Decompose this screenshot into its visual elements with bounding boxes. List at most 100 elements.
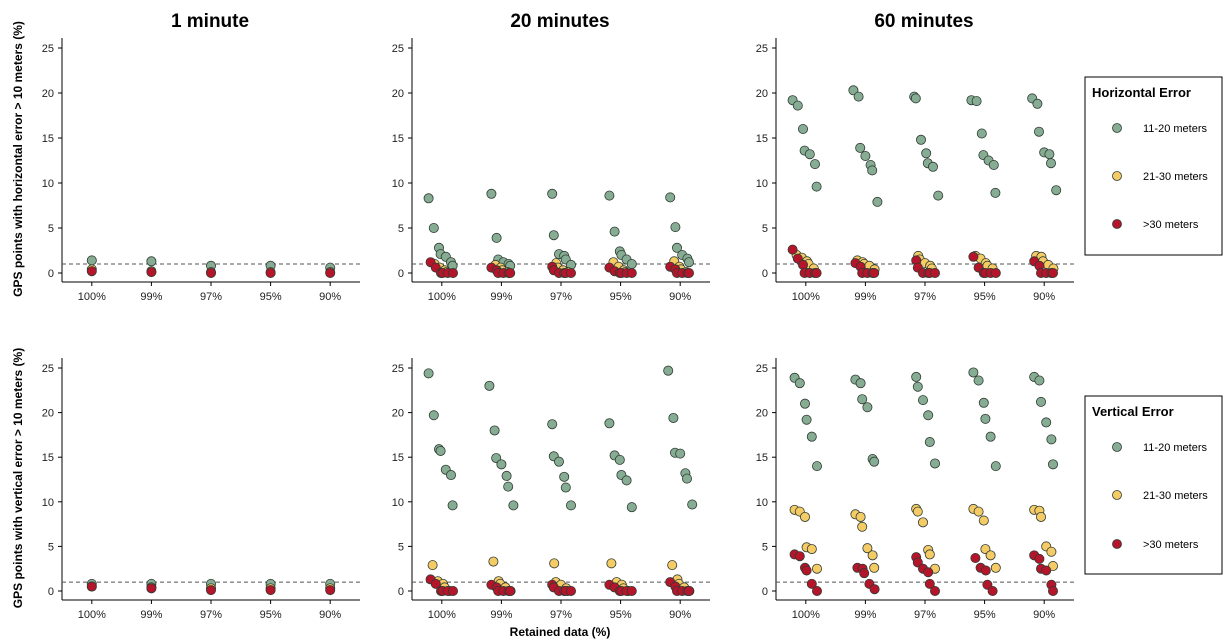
legend-label-11-20: 11-20 meters <box>1143 442 1207 454</box>
x-tick-label: 97% <box>200 291 222 303</box>
data-point <box>853 91 864 102</box>
legend-label-11-20: 11-20 meters <box>1143 123 1207 135</box>
data-point <box>447 500 458 511</box>
x-tick-label: 95% <box>610 609 632 621</box>
data-point <box>855 142 866 153</box>
data-point <box>968 251 979 262</box>
x-tick-label: 99% <box>490 609 512 621</box>
data-point <box>447 267 458 278</box>
data-point <box>862 402 873 413</box>
legend-marker-over-30 <box>1112 219 1122 229</box>
legend-marker-21-30 <box>1112 171 1122 181</box>
data-point <box>988 159 999 170</box>
data-point <box>912 381 923 392</box>
data-point <box>792 100 803 111</box>
legend-title: Vertical Error <box>1092 404 1174 419</box>
data-point <box>428 222 439 233</box>
data-point <box>985 431 996 442</box>
legend-marker-over-30 <box>1112 539 1122 549</box>
x-tick-label: 97% <box>200 609 222 621</box>
data-point <box>869 562 880 573</box>
y-tick-label: 10 <box>42 178 54 190</box>
data-point <box>667 560 678 571</box>
data-point <box>445 470 456 481</box>
panel: 0 5 10 15 20 25 100% 99% 97% 95% 90% <box>42 358 360 621</box>
data-point <box>930 458 941 469</box>
legend-label-over-30: >30 meters <box>1143 539 1199 551</box>
data-point <box>867 550 878 561</box>
data-point <box>918 517 929 528</box>
data-point <box>930 586 941 597</box>
data-point <box>857 394 868 405</box>
data-point <box>325 585 336 596</box>
data-point <box>484 380 495 391</box>
y-tick-label: 0 <box>48 268 54 280</box>
x-tick-label: 90% <box>669 291 691 303</box>
data-point <box>626 502 637 513</box>
data-point <box>911 371 922 382</box>
data-point <box>924 437 935 448</box>
data-point <box>325 267 336 278</box>
data-point <box>435 445 446 456</box>
data-point <box>430 578 441 589</box>
y-tick-label: 0 <box>398 268 404 280</box>
data-point <box>604 418 615 429</box>
data-point <box>1034 126 1045 137</box>
data-point <box>987 586 998 597</box>
data-point <box>86 266 97 277</box>
x-tick-label: 97% <box>550 291 572 303</box>
x-tick-label: 100% <box>78 291 106 303</box>
data-point <box>812 461 823 472</box>
data-point <box>566 586 577 597</box>
data-point <box>973 506 984 517</box>
legend-marker-11-20 <box>1112 123 1122 133</box>
data-point <box>614 454 625 465</box>
y-tick-label: 5 <box>762 541 768 553</box>
y-tick-label: 10 <box>392 497 404 509</box>
data-point <box>566 267 577 278</box>
y-tick-label: 20 <box>756 88 768 100</box>
data-point <box>978 515 989 526</box>
data-point <box>489 425 500 436</box>
data-point <box>621 475 632 486</box>
y-tick-label: 0 <box>398 586 404 598</box>
x-tick-label: 99% <box>854 291 876 303</box>
data-point <box>801 565 812 576</box>
data-point <box>1041 565 1052 576</box>
data-point <box>921 148 932 159</box>
data-point <box>1044 149 1055 160</box>
data-point <box>86 255 97 266</box>
y-tick-label: 5 <box>762 223 768 235</box>
data-point <box>146 267 157 278</box>
panel: 0 5 10 15 20 25 100% 99% 97% 95% 90% <box>756 38 1074 303</box>
legend-marker-11-20 <box>1112 442 1122 452</box>
data-point <box>503 481 514 492</box>
x-tick-label: 97% <box>550 609 572 621</box>
data-point <box>985 550 996 561</box>
legend-label-over-30: >30 meters <box>1143 219 1199 231</box>
y-tick-label: 20 <box>42 408 54 420</box>
data-point <box>663 365 674 376</box>
data-point <box>609 226 620 237</box>
y-tick-label: 25 <box>392 363 404 375</box>
data-point <box>857 521 868 532</box>
data-point <box>665 192 676 203</box>
data-point <box>787 244 798 255</box>
data-point <box>547 419 558 430</box>
data-point <box>205 267 216 278</box>
x-axis-label: Retained data (%) <box>510 625 611 639</box>
data-point <box>560 482 571 493</box>
data-point <box>806 578 817 589</box>
data-point <box>505 586 516 597</box>
data-point <box>924 578 935 589</box>
data-point <box>855 378 866 389</box>
data-point <box>684 257 695 268</box>
data-point <box>923 410 934 421</box>
data-point <box>566 500 577 511</box>
data-point <box>806 431 817 442</box>
data-point <box>501 470 512 481</box>
data-point <box>862 543 873 554</box>
legend-horizontal: Horizontal Error 11-20 meters 21-30 mete… <box>1084 76 1223 256</box>
data-point <box>265 267 276 278</box>
data-point <box>547 188 558 199</box>
